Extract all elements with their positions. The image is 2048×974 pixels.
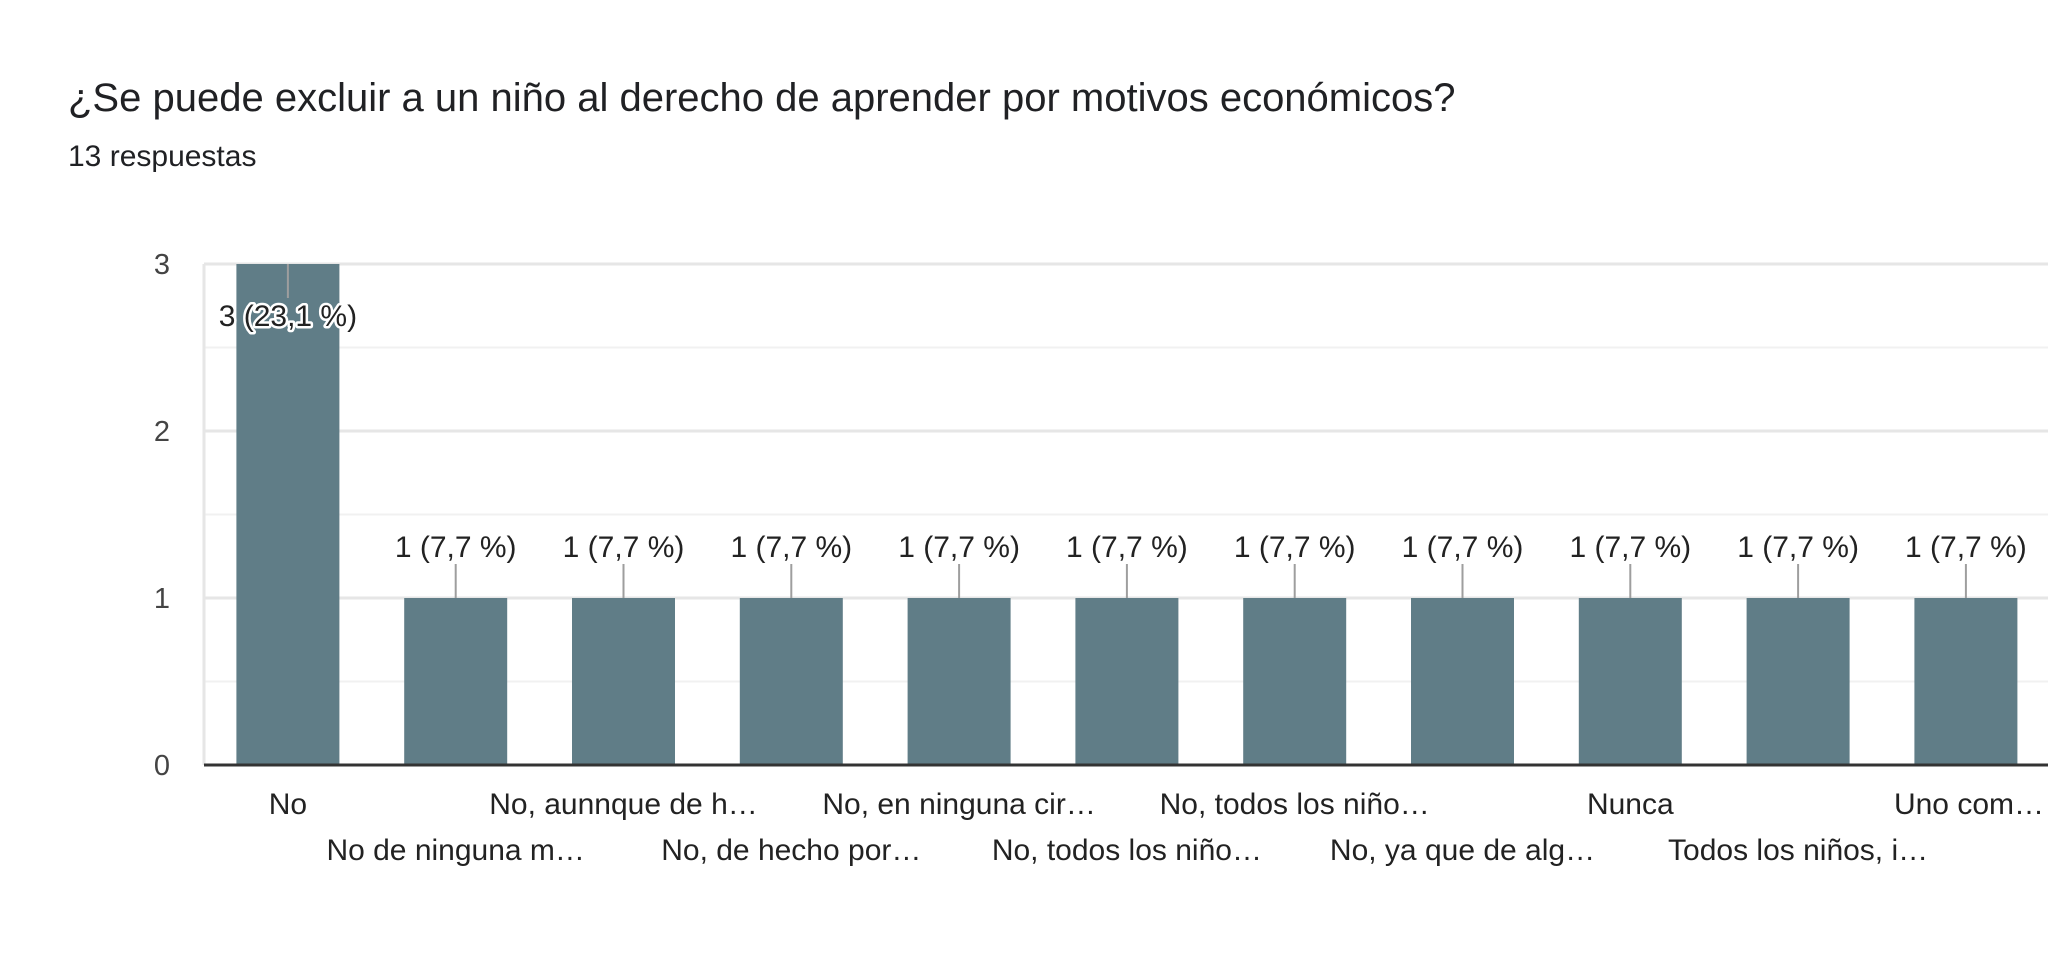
category-label: Todos los niños, i… — [1668, 834, 1928, 867]
data-label: 1 (7,7 %) — [898, 531, 1020, 564]
bar — [1075, 598, 1179, 765]
bar — [236, 264, 340, 765]
category-label: No, todos los niño… — [992, 834, 1262, 867]
category-label: Nunca — [1587, 788, 1674, 821]
data-label: 1 (7,7 %) — [1066, 531, 1188, 564]
bar — [907, 598, 1011, 765]
category-label: No, todos los niño… — [1160, 788, 1430, 821]
bar — [1578, 598, 1682, 765]
data-label: 1 (7,7 %) — [395, 531, 517, 564]
data-label: 3 (23,1 %) — [219, 300, 357, 333]
y-tick-label: 2 — [154, 416, 170, 448]
bar — [1746, 598, 1850, 765]
response-count: 13 respuestas — [68, 140, 257, 173]
category-label: No, aunnque de h… — [489, 788, 758, 821]
data-label: 1 (7,7 %) — [1905, 531, 2027, 564]
data-label: 1 (7,7 %) — [1737, 531, 1859, 564]
bar — [739, 598, 843, 765]
category-label: No, de hecho por… — [661, 834, 921, 867]
category-label: No — [269, 788, 307, 821]
category-label: No, ya que de alg… — [1330, 834, 1595, 867]
chart-title: ¿Se puede excluir a un niño al derecho d… — [68, 76, 1456, 120]
bar — [572, 598, 675, 765]
bar — [1243, 598, 1347, 765]
data-label: 1 (7,7 %) — [563, 531, 685, 564]
y-tick-label: 0 — [154, 750, 170, 782]
category-label: No de ninguna m… — [326, 834, 585, 867]
data-label: 1 (7,7 %) — [1569, 531, 1691, 564]
data-label: 1 (7,7 %) — [730, 531, 852, 564]
category-label: No, en ninguna cir… — [822, 788, 1096, 821]
y-tick-label: 3 — [154, 249, 170, 281]
bar — [1411, 598, 1514, 765]
category-label: Uno com… — [1894, 788, 2044, 821]
y-tick-label: 1 — [154, 583, 170, 615]
bar — [404, 598, 508, 765]
data-label: 1 (7,7 %) — [1234, 531, 1356, 564]
bar — [1914, 598, 2018, 765]
data-label: 1 (7,7 %) — [1402, 531, 1524, 564]
